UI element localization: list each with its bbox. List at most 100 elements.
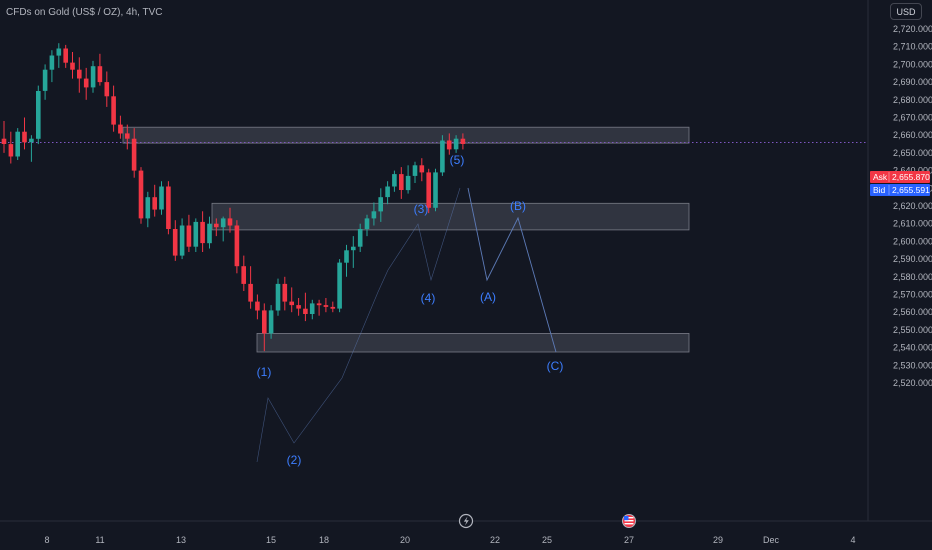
candle-body	[419, 165, 425, 173]
lightning-event-icon[interactable]	[458, 513, 474, 529]
candle[interactable]	[371, 202, 377, 226]
candle[interactable]	[1, 121, 7, 153]
candle-body	[433, 172, 438, 208]
candle[interactable]	[220, 216, 226, 242]
candle[interactable]	[29, 135, 34, 162]
candle[interactable]	[296, 298, 301, 316]
candle[interactable]	[152, 184, 157, 217]
candle[interactable]	[36, 85, 41, 145]
candle[interactable]	[22, 117, 27, 150]
candle[interactable]	[392, 170, 397, 192]
candle[interactable]	[344, 244, 349, 277]
candle[interactable]	[186, 214, 192, 252]
candle[interactable]	[193, 218, 199, 252]
candle[interactable]	[200, 211, 205, 252]
candle[interactable]	[70, 52, 75, 79]
price-tags: Ask 2,655.870 Bid 2,655.591	[870, 171, 930, 196]
candle[interactable]	[351, 236, 356, 268]
candle[interactable]	[241, 255, 246, 291]
candle[interactable]	[97, 53, 103, 86]
candle[interactable]	[159, 181, 164, 215]
candle[interactable]	[426, 168, 431, 214]
candle[interactable]	[42, 64, 48, 100]
candle-body	[282, 283, 288, 302]
candle[interactable]	[316, 299, 322, 316]
candle[interactable]	[282, 276, 288, 311]
candle[interactable]	[275, 278, 281, 316]
candle[interactable]	[145, 191, 151, 228]
candle[interactable]	[405, 165, 411, 194]
candle[interactable]	[104, 71, 110, 107]
candle[interactable]	[433, 168, 438, 212]
candle[interactable]	[234, 220, 240, 274]
candle-body	[275, 283, 281, 311]
candle[interactable]	[440, 135, 445, 176]
candle[interactable]	[303, 292, 308, 322]
candle[interactable]	[77, 57, 82, 93]
candle-body	[289, 301, 294, 306]
candle[interactable]	[172, 220, 178, 261]
candle[interactable]	[460, 133, 466, 150]
candle[interactable]	[83, 67, 89, 100]
time-tick-label: 11	[95, 535, 104, 545]
candle[interactable]	[446, 133, 452, 155]
candle[interactable]	[364, 214, 370, 237]
time-tick-label: 15	[266, 535, 276, 545]
candle[interactable]	[378, 188, 383, 222]
candle[interactable]	[255, 294, 260, 320]
wave-projection-line	[467, 187, 557, 353]
candle-body	[186, 225, 192, 247]
candle[interactable]	[268, 305, 274, 339]
candle[interactable]	[412, 161, 418, 183]
candle[interactable]	[15, 128, 20, 160]
candle[interactable]	[453, 135, 459, 153]
candle-body	[200, 221, 205, 244]
candle[interactable]	[385, 181, 390, 205]
candle[interactable]	[289, 287, 294, 313]
candle-body	[323, 305, 329, 307]
candle[interactable]	[138, 167, 144, 224]
candle[interactable]	[337, 259, 342, 313]
elliott-wave-labels: (1) (2) (3) (4) (5) (A) (B) (C)	[257, 153, 564, 467]
candle[interactable]	[214, 218, 219, 237]
candle[interactable]	[90, 60, 96, 93]
candle[interactable]	[399, 167, 404, 199]
candle-body	[36, 91, 41, 139]
bid-price-tag-bg	[870, 184, 930, 196]
candle[interactable]	[49, 50, 55, 83]
candle-body	[83, 78, 89, 88]
candle[interactable]	[179, 218, 185, 260]
candle[interactable]	[330, 301, 336, 313]
price-axis: 2,720.000 2,710.000 2,700.000 2,690.000 2,68…	[893, 24, 932, 388]
candle[interactable]	[227, 207, 233, 233]
candle[interactable]	[8, 131, 14, 164]
candle-body	[97, 66, 103, 83]
candle[interactable]	[118, 115, 123, 139]
candle-body	[111, 96, 116, 125]
candle[interactable]	[63, 44, 68, 68]
price-axis-panel[interactable]	[868, 0, 932, 521]
candle[interactable]	[323, 298, 329, 313]
price-tick-label: 2,570.000	[893, 290, 932, 300]
candle[interactable]	[309, 299, 315, 320]
candles[interactable]	[1, 43, 466, 352]
candle-body	[172, 229, 178, 256]
candle[interactable]	[419, 158, 425, 182]
candle-body	[453, 138, 459, 150]
candle[interactable]	[207, 216, 212, 249]
candle[interactable]	[131, 128, 137, 178]
price-tick-label: 2,540.000	[893, 343, 932, 353]
candle-body	[371, 211, 377, 219]
currency-button[interactable]: USD	[890, 3, 922, 20]
candle[interactable]	[166, 181, 171, 235]
candle[interactable]	[357, 223, 363, 252]
candle[interactable]	[248, 266, 253, 309]
candle[interactable]	[125, 124, 130, 150]
candle-body	[446, 140, 452, 150]
candle[interactable]	[56, 43, 62, 68]
candle[interactable]	[262, 303, 267, 352]
us-flag-event-icon[interactable]	[622, 514, 636, 528]
candle[interactable]	[111, 85, 116, 132]
chart-title: CFDs on Gold (US$ / OZ), 4h, TVC	[6, 7, 163, 18]
